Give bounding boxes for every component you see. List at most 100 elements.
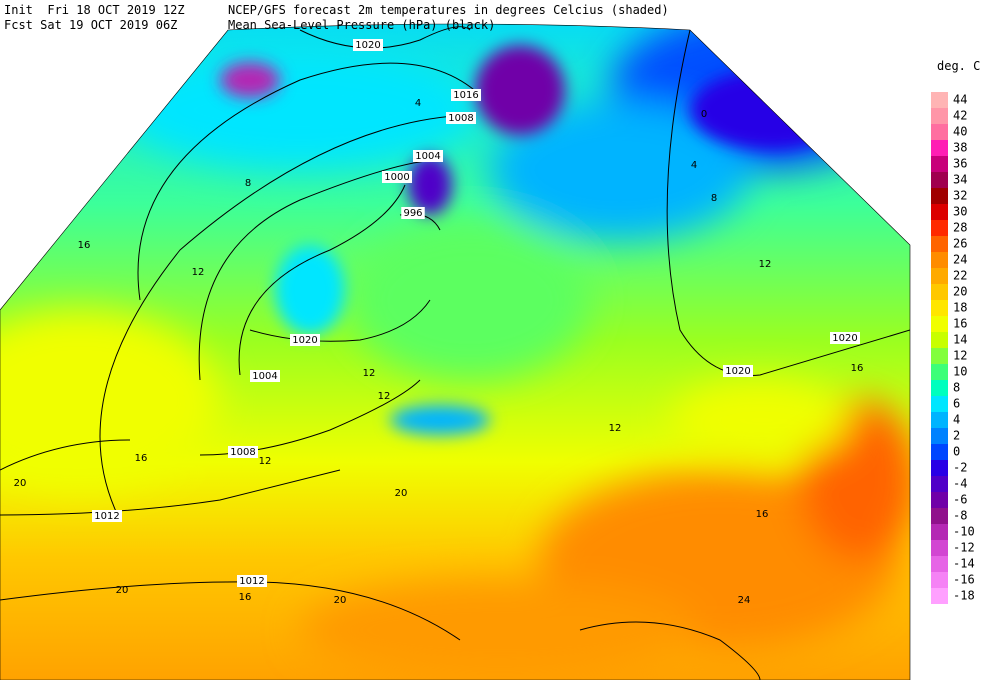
temperature-label: 20 — [14, 478, 27, 489]
legend-swatch — [931, 396, 948, 412]
legend-label: -10 — [953, 525, 975, 539]
legend-label: 16 — [953, 317, 967, 331]
legend-label: 12 — [953, 349, 967, 363]
legend-label: -16 — [953, 573, 975, 587]
temperature-label: 12 — [759, 259, 772, 270]
legend-label: 6 — [953, 397, 960, 411]
legend-label: 42 — [953, 109, 967, 123]
legend-label: 22 — [953, 269, 967, 283]
legend-label: 28 — [953, 221, 967, 235]
temperature-label: 20 — [334, 595, 347, 606]
legend-swatch — [931, 460, 948, 476]
isobar-label-bg — [237, 575, 267, 587]
legend-swatch — [931, 476, 948, 492]
temperature-label: 24 — [738, 595, 751, 606]
temperature-field — [0, 24, 910, 680]
temperature-label: 20 — [395, 488, 408, 499]
isobar-label-bg — [353, 39, 383, 51]
legend-label: -2 — [953, 461, 967, 475]
legend-label: 40 — [953, 125, 967, 139]
legend-label: 24 — [953, 253, 967, 267]
temperature-label: 16 — [851, 363, 864, 374]
legend-swatch — [931, 236, 948, 252]
legend-swatch — [931, 412, 948, 428]
isobar-label-bg — [413, 150, 443, 162]
temperature-label: 20 — [116, 585, 129, 596]
temperature-label: 16 — [756, 509, 769, 520]
isobar-label-bg — [723, 365, 753, 377]
isobar-label: 1020 — [725, 366, 750, 377]
legend-label: 36 — [953, 157, 967, 171]
legend-swatch — [931, 268, 948, 284]
isobar-label-bg — [228, 446, 258, 458]
isobar-label-bg — [830, 332, 860, 344]
temperature-label: 0 — [701, 109, 707, 120]
isobar-label: 1012 — [239, 576, 264, 587]
legend-swatch — [931, 252, 948, 268]
isobar-label-bg — [451, 89, 481, 101]
legend-label: 20 — [953, 285, 967, 299]
temperature-label: 12 — [192, 267, 205, 278]
init-time: Init Fri 18 OCT 2019 12Z — [4, 3, 185, 17]
temperature-label: 12 — [363, 368, 376, 379]
legend-label: 32 — [953, 189, 967, 203]
legend-swatch — [931, 588, 948, 604]
legend-label: 44 — [953, 93, 967, 107]
legend-swatch — [931, 492, 948, 508]
product-title: NCEP/GFS forecast 2m temperatures in deg… — [228, 3, 669, 17]
isobar-label: 1016 — [453, 90, 478, 101]
legend-label: 38 — [953, 141, 967, 155]
legend-label: -4 — [953, 477, 967, 491]
legend-label: 18 — [953, 301, 967, 315]
isobar-label-bg — [446, 112, 476, 124]
isobar-label: 1020 — [292, 335, 317, 346]
legend-swatch — [931, 108, 948, 124]
legend-swatch — [931, 156, 948, 172]
legend-swatch — [931, 92, 948, 108]
isobar-label: 1020 — [832, 333, 857, 344]
temperature-label: 4 — [415, 98, 421, 109]
isobar-label: 1020 — [355, 40, 380, 51]
isobar-label-bg — [250, 370, 280, 382]
isobar-label-bg — [290, 334, 320, 346]
legend-swatch — [931, 220, 948, 236]
temperature-label: 8 — [245, 178, 251, 189]
legend-label: 26 — [953, 237, 967, 251]
legend-swatch — [931, 316, 948, 332]
legend-label: 0 — [953, 445, 960, 459]
temperature-label: 12 — [378, 391, 391, 402]
legend-swatch — [931, 364, 948, 380]
legend-swatch — [931, 556, 948, 572]
temperature-label: 12 — [609, 423, 622, 434]
isobar-label-bg — [401, 207, 425, 219]
isobar-label-bg — [92, 510, 122, 522]
temperature-label: 12 — [259, 456, 272, 467]
temperature-label: 16 — [78, 240, 91, 251]
legend-swatch — [931, 124, 948, 140]
legend-swatch — [931, 140, 948, 156]
legend-swatch — [931, 508, 948, 524]
legend-swatch — [931, 444, 948, 460]
isobar-label: 1012 — [94, 511, 119, 522]
legend-title: deg. C — [937, 59, 980, 73]
temperature-label: 4 — [691, 160, 697, 171]
legend-label: 4 — [953, 413, 960, 427]
legend-label: 8 — [953, 381, 960, 395]
legend-label: 34 — [953, 173, 967, 187]
legend-label: 14 — [953, 333, 967, 347]
temperature-label: 8 — [711, 193, 717, 204]
legend: deg. C 444240383634323028262422201816141… — [931, 59, 980, 604]
legend-swatch — [931, 332, 948, 348]
legend-label: 10 — [953, 365, 967, 379]
map-labels: 1020 1016 1008 1004 1000 996 1020 1004 1008 1012 1… — [14, 39, 864, 606]
legend-swatch — [931, 300, 948, 316]
legend-label: 2 — [953, 429, 960, 443]
legend-swatch — [931, 524, 948, 540]
legend-label: -8 — [953, 509, 967, 523]
legend-swatch — [931, 204, 948, 220]
temperature-label: 16 — [239, 592, 252, 603]
isobar-label: 1000 — [384, 172, 409, 183]
legend-swatch — [931, 428, 948, 444]
